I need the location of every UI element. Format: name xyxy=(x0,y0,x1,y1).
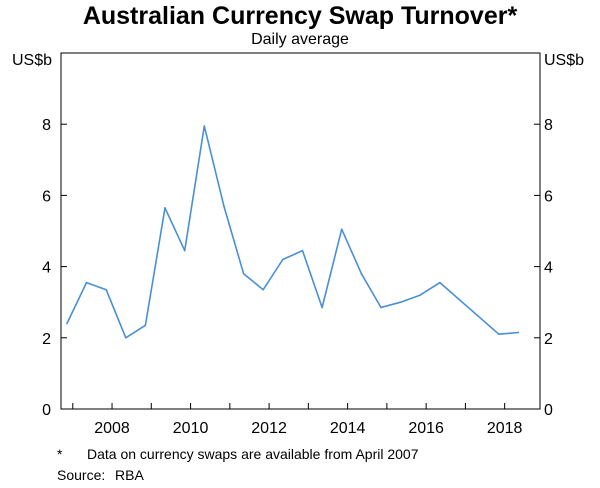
source-label: Source: xyxy=(57,467,106,483)
data-point xyxy=(399,301,402,304)
data-point xyxy=(183,249,186,252)
data-point xyxy=(517,331,520,334)
data-point xyxy=(419,294,422,296)
x-tick-label: 2016 xyxy=(408,420,444,437)
y-tick-label-right: 6 xyxy=(544,188,553,205)
series-line xyxy=(66,125,519,339)
y-tick-label-left: 0 xyxy=(42,402,51,419)
source-line: Source: RBA xyxy=(57,467,144,483)
data-point xyxy=(85,281,88,284)
x-tick-label: 2010 xyxy=(173,420,209,437)
data-point xyxy=(321,306,323,309)
chart-title: Australian Currency Swap Turnover* xyxy=(82,2,518,30)
data-point xyxy=(360,272,363,275)
data-point xyxy=(223,205,225,207)
plot-frame xyxy=(60,52,541,410)
data-point xyxy=(282,258,284,261)
data-point xyxy=(203,125,206,127)
footnote: * Data on currency swaps are available fr… xyxy=(57,446,419,462)
data-point xyxy=(164,207,166,209)
y-tick-label-right: 2 xyxy=(544,331,553,348)
source-value: RBA xyxy=(115,467,144,483)
y-tick-label-left: 8 xyxy=(42,117,51,134)
data-point xyxy=(105,288,107,291)
y-tick-label-right: 0 xyxy=(544,402,553,419)
y-tick-label-left: 6 xyxy=(42,188,51,205)
x-tick-label: 2012 xyxy=(251,420,287,437)
x-tick-label: 2014 xyxy=(330,420,366,437)
y-tick-label-left: 4 xyxy=(42,260,51,277)
y-axis-unit-right: US$b xyxy=(544,52,585,69)
series-group xyxy=(66,125,520,339)
y-axis-unit-left: US$b xyxy=(12,52,53,69)
data-point xyxy=(66,322,68,325)
data-point xyxy=(124,337,127,339)
x-tick-label: 2018 xyxy=(487,420,523,437)
data-point xyxy=(262,288,265,291)
y-tick-label-right: 4 xyxy=(544,260,553,277)
data-point xyxy=(380,306,382,309)
data-point xyxy=(340,228,343,231)
footnote-marker: * xyxy=(57,446,63,462)
footnote-text: Data on currency swaps are available fro… xyxy=(87,446,419,462)
data-point xyxy=(439,281,441,284)
data-point xyxy=(242,272,245,275)
y-tick-label-left: 2 xyxy=(42,331,51,348)
y-tick-label-right: 8 xyxy=(544,117,553,134)
data-point xyxy=(497,333,500,336)
chart-subtitle: Daily average xyxy=(251,31,349,48)
data-point xyxy=(301,249,304,252)
axis-ticks: 0 0 2 2 4 4 6 6 8 8 2008 2010 2012 2014 2016 2018 xyxy=(42,117,553,437)
x-tick-label: 2008 xyxy=(94,420,130,437)
data-point xyxy=(144,324,147,327)
